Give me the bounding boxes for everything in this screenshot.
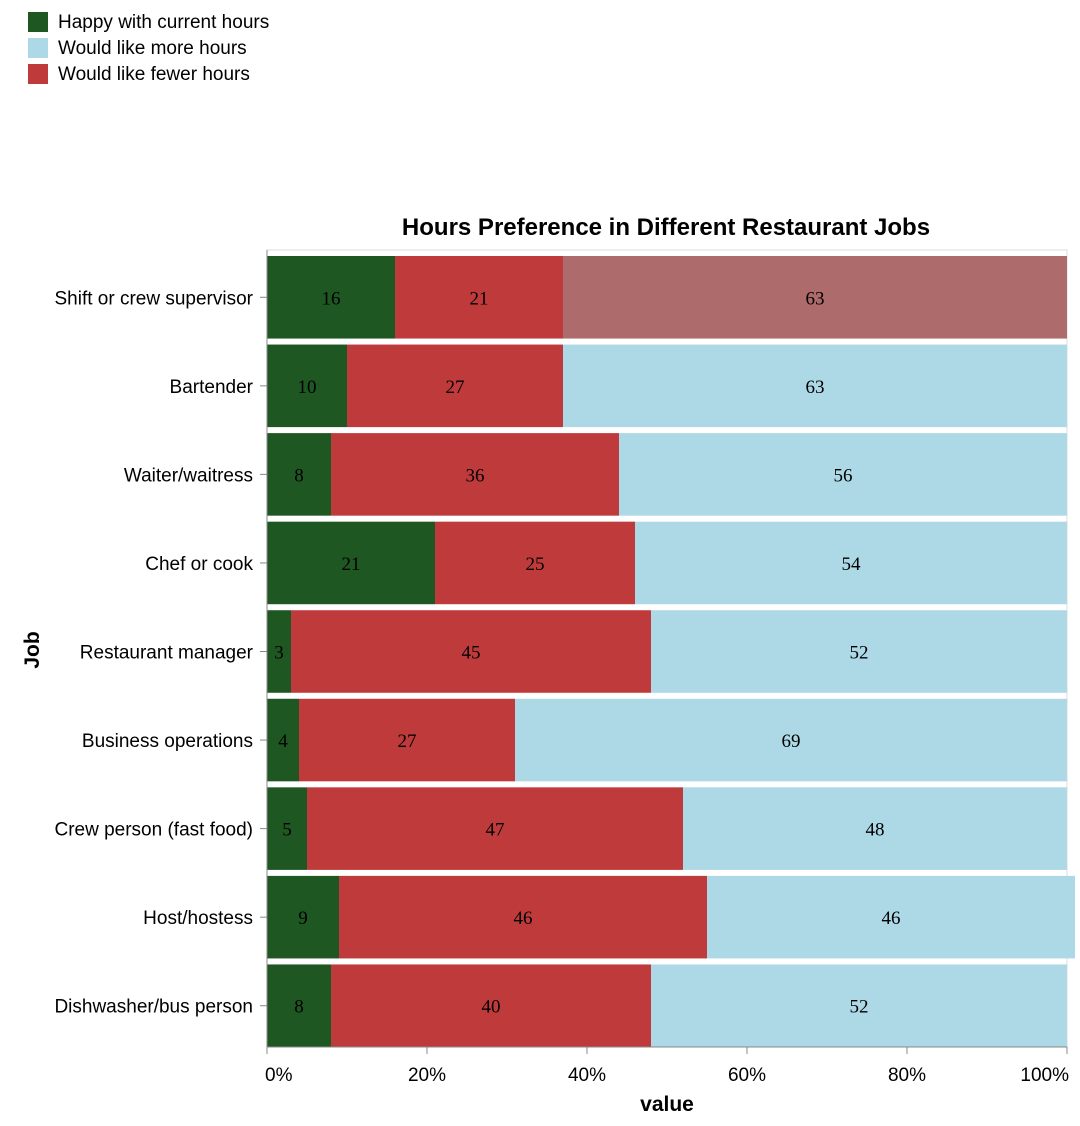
value-label-chef-or-cook-would-like-fewer-hours: 25 [526,554,545,575]
bar-chef-or-cook-would-like-fewer-hours [435,521,635,605]
bar-waiter-waitress-would-like-more-hours [619,433,1067,516]
y-tick-label-dishwasher-bus-person: Dishwasher/bus person [54,997,253,1018]
bar-bartender-would-like-more-hours [563,344,1067,428]
x-tick-label-5: 100% [1020,1065,1069,1086]
value-label-host-hostess-would-like-more-hours: 46 [882,908,901,929]
bar-crew-person-fast-food-would-like-fewer-hours [307,787,683,870]
y-tick-label-bartender: Bartender [170,377,254,398]
bar-chef-or-cook-would-like-more-hours [635,521,1067,605]
value-label-dishwasher-bus-person-would-like-fewer-hours: 40 [482,997,501,1018]
x-tick-label-0: 0% [265,1065,293,1086]
legend-label-would-like-fewer-hours: Would like fewer hours [58,64,250,85]
value-labels-group: 16 21 63 10 27 63 8 36 56 21 25 54 3 45 52 4 27 69 5 47 48 9 4… [274,288,900,1017]
value-label-bartender-would-like-more-hours: 63 [806,377,825,398]
bar-host-hostess-would-like-fewer-hours [339,875,707,959]
bar-restaurant-manager-would-like-fewer-hours [291,610,651,693]
bar-waiter-waitress-would-like-fewer-hours [331,433,619,516]
y-tick-label-crew-person-fast-food: Crew person (fast food) [54,820,253,841]
x-axis-title: value [640,1093,694,1116]
bar-restaurant-manager-happy-with-current-hours [267,610,291,693]
value-label-dishwasher-bus-person-would-like-more-hours: 52 [850,997,869,1018]
legend-label-would-like-more-hours: Would like more hours [58,38,247,59]
y-tick-label-business-operations: Business operations [82,731,253,752]
bar-business-operations-happy-with-current-hours [267,698,299,782]
bar-restaurant-manager-would-like-more-hours [651,610,1067,693]
value-label-crew-person-fast-food-happy-with-current-hours: 5 [282,820,292,841]
value-label-business-operations-happy-with-current-hours: 4 [278,731,288,752]
bar-crew-person-fast-food-would-like-more-hours [683,787,1067,870]
x-tick-label-4: 80% [888,1065,926,1086]
bar-business-operations-would-like-more-hours [515,698,1067,782]
y-tick-label-chef-or-cook: Chef or cook [145,554,253,575]
bar-host-hostess-happy-with-current-hours [267,875,339,959]
bar-dishwasher-bus-person-would-like-more-hours [651,964,1067,1047]
value-label-dishwasher-bus-person-happy-with-current-hours: 8 [294,997,304,1018]
value-label-shift-or-crew-supervisor-would-like-more-hours: 63 [806,288,825,309]
value-label-restaurant-manager-would-like-more-hours: 52 [850,643,869,664]
bar-dishwasher-bus-person-happy-with-current-hours [267,964,331,1047]
value-label-shift-or-crew-supervisor-happy-with-current-hours: 16 [322,288,341,309]
bar-dishwasher-bus-person-would-like-fewer-hours [331,964,651,1047]
legend: Happy with current hours Would like more … [28,12,269,85]
chart-title: Hours Preference in Different Restaurant… [402,214,930,241]
y-tick-label-shift-or-crew-supervisor: Shift or crew supervisor [54,288,253,309]
y-tick-label-waiter-waitress: Waiter/waitress [124,465,253,486]
bar-shift-or-crew-supervisor-would-like-fewer-hours [395,256,563,339]
bar-shift-or-crew-supervisor-happy-with-current-hours [267,256,395,339]
value-label-chef-or-cook-happy-with-current-hours: 21 [342,554,361,575]
bar-chef-or-cook-happy-with-current-hours [267,521,435,605]
y-tick-label-restaurant-manager: Restaurant manager [80,643,254,664]
value-label-business-operations-would-like-more-hours: 69 [782,731,801,752]
value-label-waiter-waitress-would-like-more-hours: 56 [834,465,853,486]
value-label-waiter-waitress-would-like-fewer-hours: 36 [466,465,485,486]
value-label-restaurant-manager-happy-with-current-hours: 3 [274,643,284,664]
bar-bartender-would-like-fewer-hours [347,344,563,428]
bars-group [267,256,1075,1047]
y-axis: Shift or crew supervisor Bartender Waiter/… [54,250,268,1047]
x-tick-label-1: 20% [408,1065,446,1086]
y-axis-title: Job [21,631,44,668]
bar-bartender-happy-with-current-hours [267,344,347,428]
legend-swatch-would-like-fewer-hours [28,64,48,84]
value-label-host-hostess-would-like-fewer-hours: 46 [514,908,533,929]
x-tick-label-3: 60% [728,1065,766,1086]
value-label-crew-person-fast-food-would-like-more-hours: 48 [866,820,885,841]
value-label-shift-or-crew-supervisor-would-like-fewer-hours: 21 [470,288,489,309]
value-label-bartender-happy-with-current-hours: 10 [298,377,317,398]
legend-label-happy-with-current-hours: Happy with current hours [58,12,269,33]
value-label-crew-person-fast-food-would-like-fewer-hours: 47 [486,820,505,841]
bar-crew-person-fast-food-happy-with-current-hours [267,787,307,870]
value-label-host-hostess-happy-with-current-hours: 9 [298,908,308,929]
value-label-waiter-waitress-happy-with-current-hours: 8 [294,465,304,486]
value-label-bartender-would-like-fewer-hours: 27 [446,377,465,398]
bar-host-hostess-would-like-more-hours [707,875,1075,959]
bar-business-operations-would-like-fewer-hours [299,698,515,782]
value-label-chef-or-cook-would-like-more-hours: 54 [842,554,862,575]
value-label-restaurant-manager-would-like-fewer-hours: 45 [462,643,481,664]
bar-shift-or-crew-supervisor-would-like-more-hours [563,256,1067,339]
bar-waiter-waitress-happy-with-current-hours [267,433,331,516]
legend-swatch-happy-with-current-hours [28,12,48,32]
y-tick-label-host-hostess: Host/hostess [143,908,253,929]
x-axis: 0% 20% 40% 60% 80% 100% [265,1046,1069,1086]
x-tick-label-2: 40% [568,1065,606,1086]
value-label-business-operations-would-like-fewer-hours: 27 [398,731,417,752]
legend-swatch-would-like-more-hours [28,38,48,58]
